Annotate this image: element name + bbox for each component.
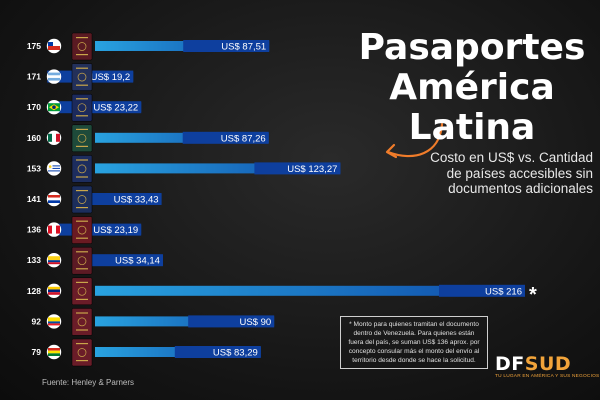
bolivia-flag — [46, 344, 62, 360]
value-label-box — [254, 162, 341, 175]
bar — [95, 285, 525, 296]
country-count-label: 153 — [27, 163, 41, 173]
passport-icon — [71, 277, 93, 306]
passport-icon — [71, 308, 93, 336]
bar — [95, 316, 275, 327]
chart-row: 153 US$ 123,27 — [27, 155, 341, 183]
value-label-box — [75, 193, 162, 205]
chart-row: 141 US$ 33,43 — [27, 185, 162, 214]
country-count-label: 92 — [32, 316, 42, 326]
value-label-box — [188, 315, 275, 328]
value-label-box — [183, 40, 270, 52]
country-count-label: 175 — [27, 41, 41, 51]
passport-icon — [71, 246, 93, 275]
source-text: Fuente: Henley & Parners — [42, 378, 135, 387]
value-label: US$ 87,26 — [221, 133, 266, 144]
chart-row: 92 US$ 90 — [32, 308, 275, 336]
curved-arrow-icon — [385, 122, 444, 159]
bar — [95, 132, 269, 143]
brazil-flag — [46, 100, 62, 115]
peru-flag — [46, 222, 62, 237]
passport-icon — [71, 124, 93, 153]
country-count-label: 160 — [27, 133, 41, 143]
value-label: US$ 19,2 — [91, 72, 131, 83]
brand-tagline: TU LUGAR EN AMÉRICA Y SUS NEGOCIOS — [495, 374, 600, 379]
value-label: US$ 23,19 — [93, 225, 138, 236]
venezuela-flag — [46, 283, 62, 298]
chart-row: 170 US$ 23,22 — [27, 93, 142, 122]
argentina-flag — [46, 69, 62, 84]
paraguay-flag — [46, 191, 62, 207]
brand-logo: DFSUD TU LUGAR EN AMÉRICA Y SUS NEGOCIOS — [495, 354, 599, 379]
country-count-label: 79 — [32, 347, 42, 357]
footnote-box: * Monto para quienes tramitan el documen… — [340, 316, 488, 369]
colombia-flag — [46, 253, 62, 268]
ecuador-flag — [46, 314, 62, 329]
value-label-box — [76, 254, 163, 267]
passport-icon — [71, 338, 93, 367]
value-label-box — [182, 131, 269, 144]
value-label: US$ 87,51 — [221, 42, 266, 53]
brand-name-a: DF — [495, 353, 525, 375]
passport-icon — [71, 185, 93, 214]
chile-flag — [46, 38, 62, 54]
value-label: US$ 34,14 — [115, 256, 160, 267]
chart-row: 128 US$ 216 — [27, 277, 525, 306]
country-count-label: 171 — [27, 72, 41, 82]
chart-row: 133 US$ 34,14 — [27, 246, 163, 275]
passport-icon — [71, 155, 93, 183]
chart-row: 160 US$ 87,26 — [27, 124, 269, 153]
title-line-2: América — [389, 67, 555, 108]
chart-row: 175 US$ 87,51 — [27, 32, 270, 61]
value-label-box — [174, 346, 261, 358]
brand-name-b: SUD — [524, 353, 572, 375]
title-line-3: Latina — [408, 107, 536, 148]
value-label: US$ 123,27 — [287, 164, 337, 175]
country-count-label: 141 — [27, 194, 41, 204]
chart-row: 171 US$ 19,2 — [27, 63, 134, 91]
passport-icon — [71, 216, 93, 244]
passport-icon — [71, 93, 93, 122]
passport-icon — [71, 32, 93, 61]
value-label: US$ 23,22 — [93, 103, 138, 114]
passport-icon — [71, 63, 93, 91]
footnote-mark: * — [529, 284, 537, 306]
uruguay-flag — [46, 161, 62, 176]
brand-name: DFSUD — [495, 354, 599, 374]
chart-row: 79 US$ 83,29 — [32, 338, 261, 367]
country-count-label: 128 — [27, 286, 41, 296]
chart-subtitle: Costo en US$ vs. Cantidad de países acce… — [430, 150, 593, 196]
bar — [95, 41, 270, 51]
mexico-flag — [46, 130, 62, 145]
country-count-label: 170 — [27, 102, 41, 112]
chart-row: 136 US$ 23,19 — [27, 216, 142, 244]
country-count-label: 133 — [27, 255, 41, 265]
value-label: US$ 83,29 — [213, 348, 258, 359]
chart-title: Pasaportes América Latina — [352, 28, 592, 148]
value-label: US$ 216 — [485, 286, 522, 297]
value-label-box — [439, 284, 525, 297]
value-label: US$ 33,43 — [114, 195, 159, 206]
value-label: US$ 90 — [239, 317, 271, 328]
country-count-label: 136 — [27, 225, 41, 235]
title-line-1: Pasaportes — [358, 27, 586, 68]
bar — [95, 163, 341, 174]
